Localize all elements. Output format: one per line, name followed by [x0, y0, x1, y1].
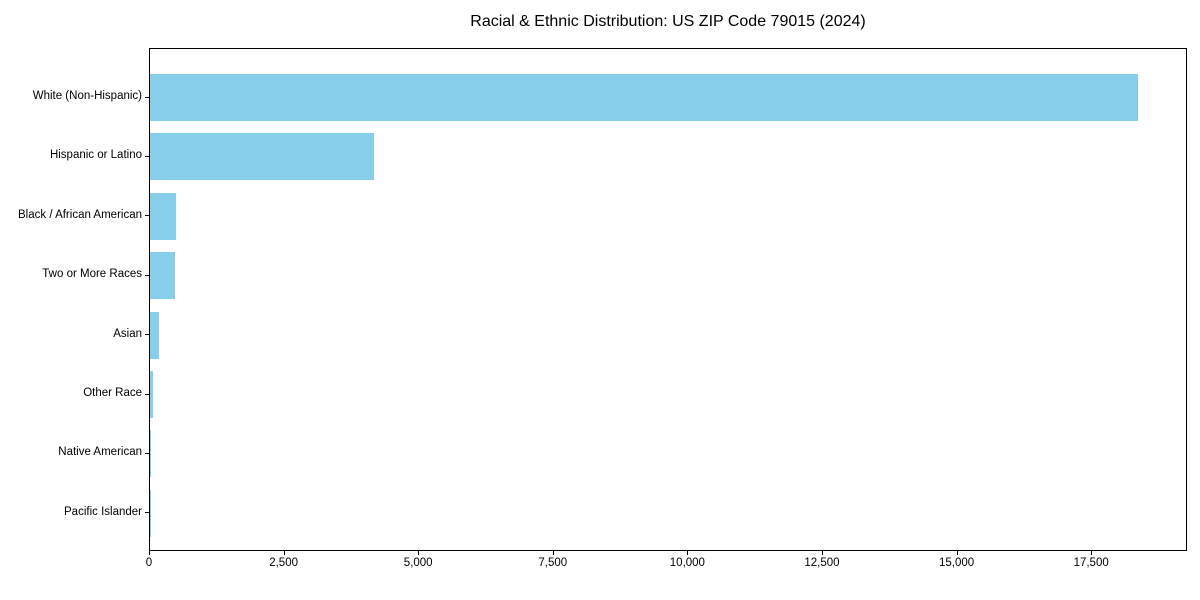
x-tick-7500	[552, 551, 554, 555]
y-label-pacific-islander: Pacific Islander	[64, 505, 142, 518]
y-label-black-african-american: Black / African American	[18, 208, 142, 221]
x-tick-label-0: 0	[145, 557, 153, 569]
bar-hispanic-or-latino	[150, 133, 375, 181]
y-label-white-non-hispanic: White (Non-Hispanic)	[32, 90, 142, 102]
y-label-two-or-more-races: Two or More Races	[42, 268, 142, 281]
x-tick-label-7500: 7,500	[538, 557, 568, 569]
y-tick-native-american	[145, 452, 149, 454]
bar-white-non-hispanic	[150, 74, 1139, 121]
x-tick-label-15000: 15,000	[938, 557, 975, 569]
bar-two-or-more-races	[150, 252, 176, 300]
x-tick-15000	[956, 551, 958, 555]
bar-black-african-american	[150, 192, 177, 240]
x-tick-label-12500: 12,500	[804, 557, 840, 569]
y-label-hispanic-or-latino: Hispanic or Latino	[49, 149, 142, 162]
y-label-native-american: Native American	[58, 446, 142, 459]
chart-title: Racial & Ethnic Distribution: US ZIP Cod…	[470, 13, 866, 30]
plot-area	[149, 48, 1187, 551]
x-tick-12500	[821, 551, 823, 555]
x-tick-label-2500: 2,500	[269, 557, 298, 569]
x-tick-17500	[1091, 551, 1093, 555]
y-tick-asian	[145, 334, 149, 336]
y-label-asian: Asian	[113, 327, 142, 340]
x-tick-label-10000: 10,000	[669, 557, 705, 569]
y-label-other-race: Other Race	[83, 387, 142, 399]
bar-asian	[150, 311, 160, 359]
x-tick-0	[149, 551, 150, 555]
y-tick-pacific-islander	[145, 512, 149, 514]
x-tick-10000	[687, 551, 689, 555]
x-tick-5000	[418, 551, 420, 555]
bar-other-race	[150, 371, 154, 418]
x-tick-label-5000: 5,000	[403, 557, 433, 569]
y-tick-other-race	[145, 393, 149, 395]
y-tick-hispanic-or-latino	[145, 155, 149, 157]
y-tick-white-non-hispanic	[145, 96, 149, 98]
y-tick-two-or-more-races	[145, 274, 149, 276]
x-tick-label-17500: 17,500	[1073, 557, 1109, 569]
y-tick-black-african-american	[145, 215, 149, 217]
x-tick-2500	[283, 551, 285, 555]
bar-native-american	[150, 430, 152, 478]
